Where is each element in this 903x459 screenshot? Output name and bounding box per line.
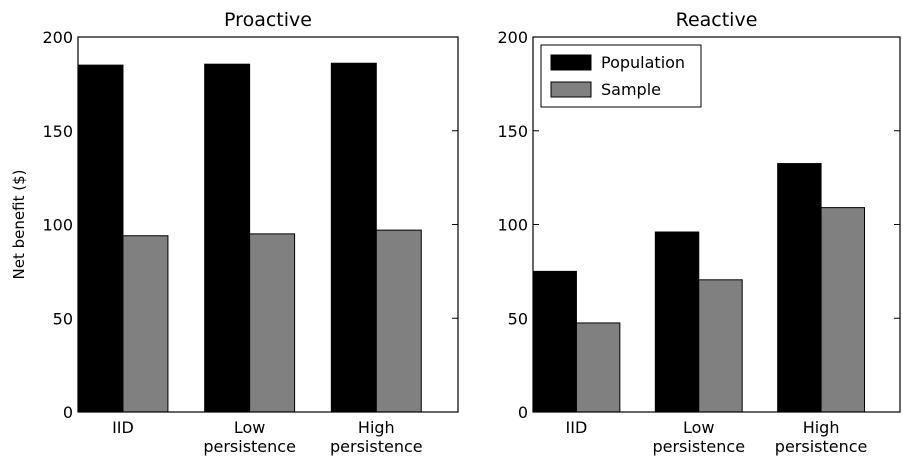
bar xyxy=(122,235,169,413)
bar xyxy=(249,233,296,413)
x-tick-label: High persistence xyxy=(330,418,423,456)
legend-swatch xyxy=(550,81,592,98)
y-axis-label: Net benefit ($) xyxy=(10,170,28,280)
x-tick-label: High persistence xyxy=(775,418,868,456)
bar xyxy=(330,62,377,413)
y-tick-label: 200 xyxy=(42,28,73,47)
x-tick-label: IID xyxy=(112,418,134,437)
y-tick-label: 150 xyxy=(42,122,73,141)
y-tick-label: 100 xyxy=(497,216,528,235)
y-tick-label: 100 xyxy=(42,216,73,235)
y-tick-label: 50 xyxy=(53,309,73,328)
bar xyxy=(575,322,621,413)
axes-frame xyxy=(77,36,459,413)
bar xyxy=(77,64,124,413)
legend-swatch xyxy=(550,54,592,71)
x-tick-label: Low persistence xyxy=(203,418,296,456)
bar xyxy=(532,270,577,413)
y-tick-label: 0 xyxy=(63,403,73,422)
x-tick-label: IID xyxy=(566,418,588,437)
bar xyxy=(820,207,866,413)
chart-title: Reactive xyxy=(676,9,758,31)
legend-label: Sample xyxy=(601,80,661,99)
chart-title: Proactive xyxy=(224,9,312,31)
bar xyxy=(204,63,251,413)
y-tick-label: 150 xyxy=(497,122,528,141)
legend-label: Population xyxy=(601,53,685,72)
axes-frame xyxy=(532,36,901,413)
bar xyxy=(654,231,700,413)
y-tick-label: 0 xyxy=(518,403,528,422)
x-tick-label: Low persistence xyxy=(652,418,745,456)
y-tick-label: 200 xyxy=(497,28,528,47)
bar xyxy=(698,279,743,413)
bar xyxy=(375,229,422,413)
bar xyxy=(777,163,822,413)
y-tick-label: 50 xyxy=(508,309,528,328)
